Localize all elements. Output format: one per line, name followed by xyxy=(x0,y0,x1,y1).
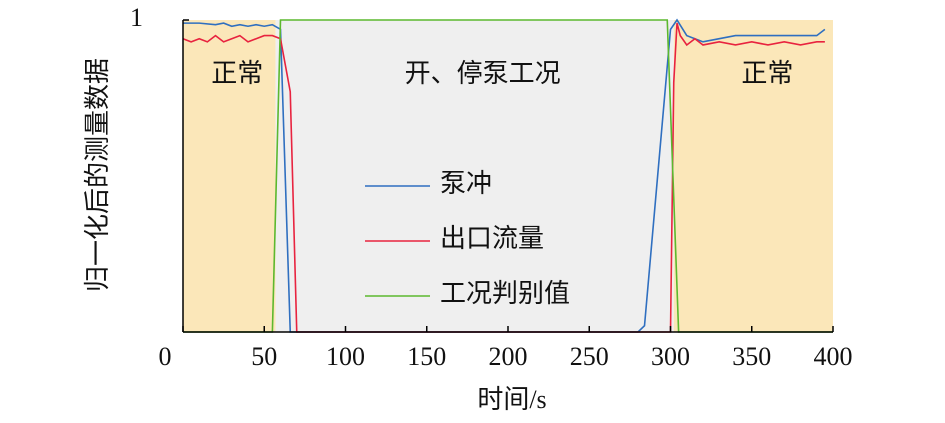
x-tick-label: 150 xyxy=(407,342,446,371)
y-axis-label: 归一化后的测量数据 xyxy=(83,58,112,292)
x-tick-label: 250 xyxy=(570,342,609,371)
series-line xyxy=(183,18,826,333)
y-tick-label: 1 xyxy=(130,3,143,32)
x-tick-label: 200 xyxy=(489,342,528,371)
region xyxy=(183,20,276,332)
x-tick-label: 0 xyxy=(159,342,172,371)
x-tick-label: 300 xyxy=(651,342,690,371)
x-tick-label: 100 xyxy=(326,342,365,371)
region xyxy=(275,20,674,332)
x-tick-label: 350 xyxy=(732,342,771,371)
x-tick-label: 50 xyxy=(251,342,277,371)
region-label: 开、停泵工况 xyxy=(405,59,561,88)
legend-label: 泵冲 xyxy=(440,169,492,198)
regions: 正常 开、停泵工况 正常 xyxy=(183,20,833,332)
x-tick-label: 400 xyxy=(814,342,853,371)
region xyxy=(673,20,833,332)
region-label: 正常 xyxy=(211,59,263,88)
x-axis-label: 时间/s xyxy=(477,385,546,414)
legend-label: 工况判别值 xyxy=(440,279,570,308)
legend-label: 出口流量 xyxy=(440,224,544,253)
region-label: 正常 xyxy=(741,59,793,88)
